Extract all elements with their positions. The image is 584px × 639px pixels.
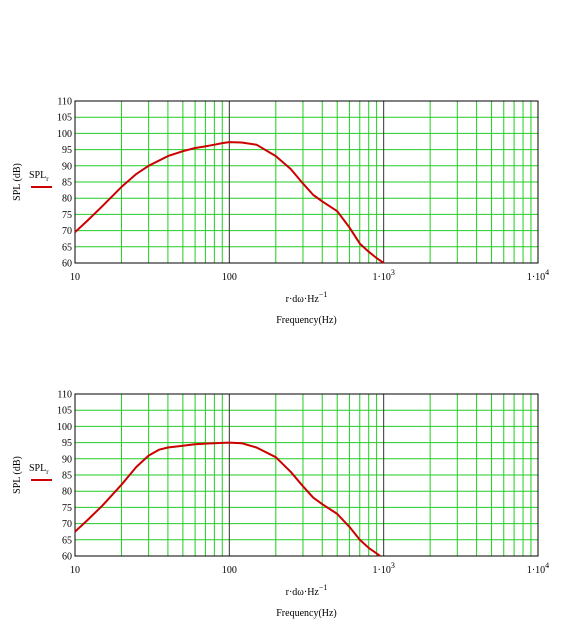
y-tick-label: 65 [62,242,72,253]
x-tick-label: 1·104 [527,561,549,576]
x-expression: r·dω·Hz−1 [286,290,328,305]
series-line [74,141,385,264]
legend-label: SPLr [29,170,49,183]
x-axis-label: Frequency(Hz) [276,608,337,619]
y-tick-label: 80 [62,487,72,498]
y-tick-label: 100 [57,422,72,433]
x-tick-label: 100 [222,272,237,283]
y-tick-label: 95 [62,438,72,449]
y-tick-label: 60 [62,552,72,563]
y-tick-label: 70 [62,519,72,530]
y-tick-label: 90 [62,161,72,172]
y-tick-label: 105 [57,113,72,124]
x-tick-label: 10 [70,565,80,576]
y-tick-label: 70 [62,226,72,237]
legend-label: SPLr [29,463,49,476]
y-axis-label: SPL (dB) [12,163,23,201]
y-tick-label: 80 [62,194,72,205]
y-tick-label: 75 [62,503,72,514]
y-tick-label: 90 [62,454,72,465]
y-tick-label: 110 [57,97,72,108]
y-tick-label: 110 [57,390,72,401]
y-tick-label: 85 [62,178,72,189]
plot-frame [74,100,539,264]
x-axis-label: Frequency(Hz) [276,315,337,326]
x-tick-label: 10 [70,272,80,283]
y-tick-label: 100 [57,129,72,140]
chart-panel-1: 60 65 70 75 80 85 90 95 100 105 110 10 100 1·103 1·104… [12,97,549,327]
x-tick-label: 1·104 [527,268,549,283]
x-tick-label: 100 [222,565,237,576]
chart-panel-2: 60 65 70 75 80 85 90 95 100 105 110 10 100 1·103 1·104… [12,390,549,620]
y-axis-label: SPL (dB) [12,456,23,494]
x-tick-label: 1·103 [372,561,394,576]
x-tick-label: 1·103 [372,268,394,283]
y-tick-label: 105 [57,406,72,417]
y-tick-label: 65 [62,535,72,546]
y-tick-label: 95 [62,145,72,156]
plot-frame [74,393,539,557]
y-tick-label: 75 [62,210,72,221]
y-tick-label: 85 [62,471,72,482]
y-tick-label: 60 [62,259,72,270]
x-expression: r·dω·Hz−1 [286,583,328,598]
series-line [74,441,381,557]
